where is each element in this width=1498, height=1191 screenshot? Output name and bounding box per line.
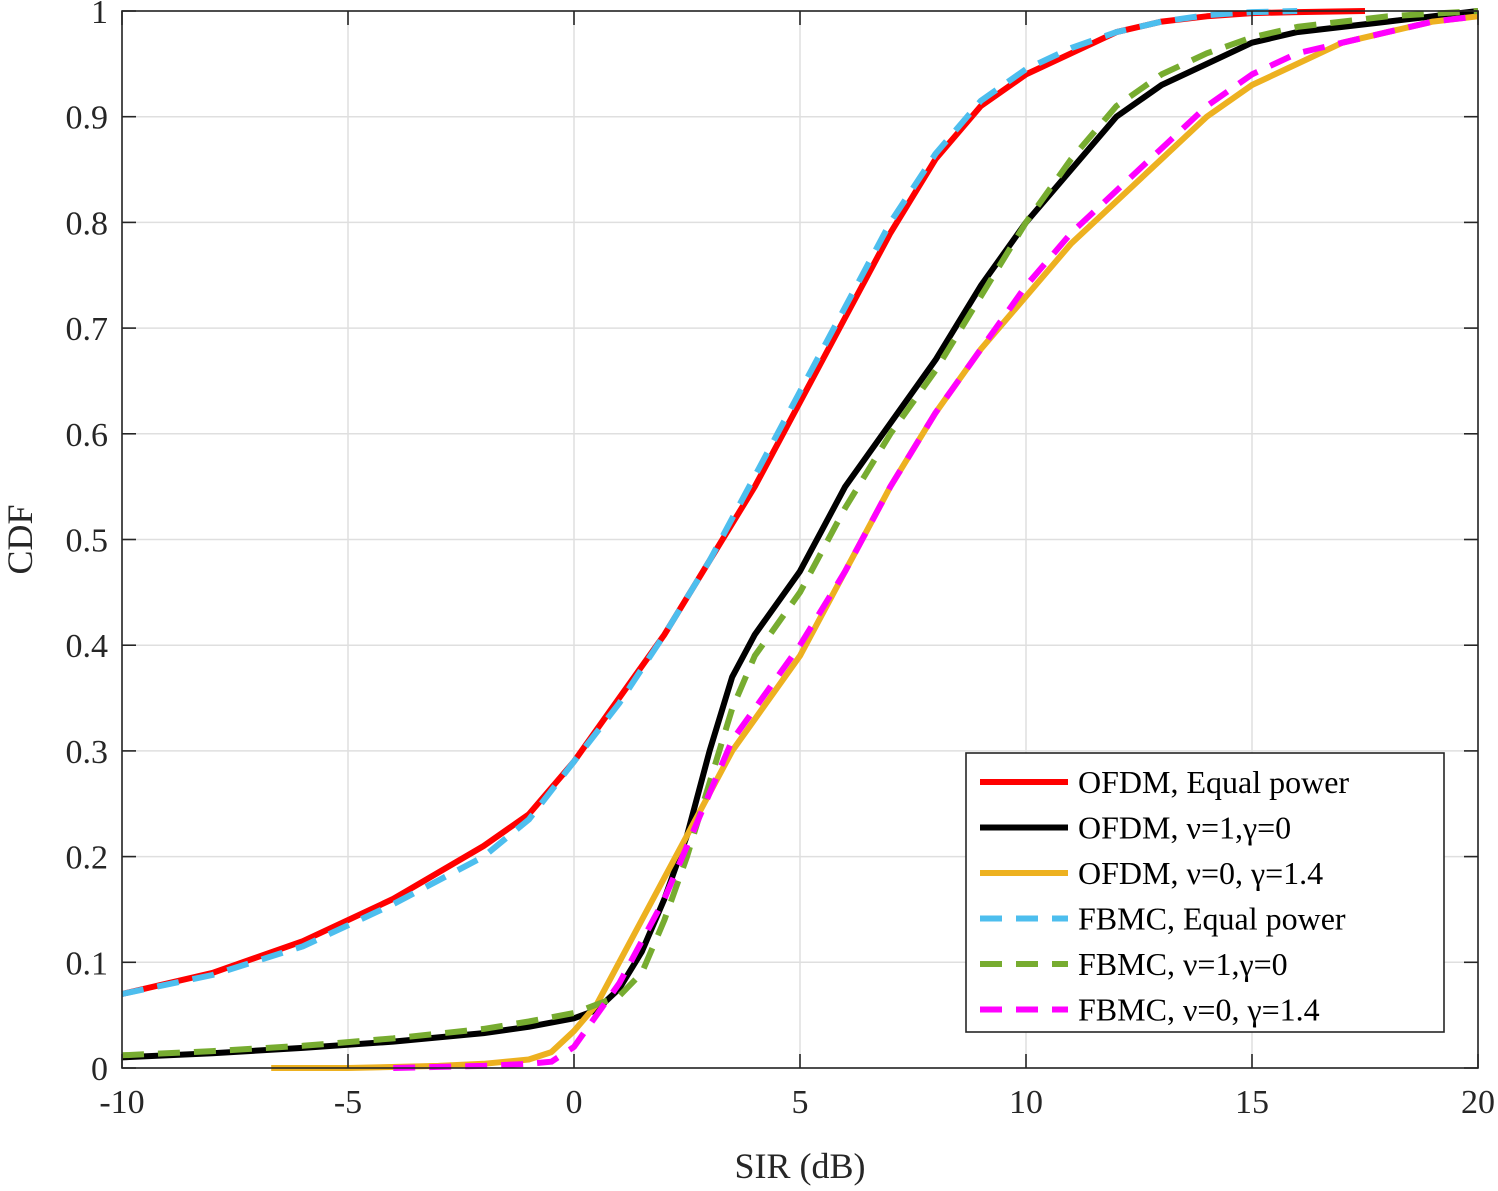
legend-label: OFDM, ν=1,γ=0 [1078, 810, 1291, 846]
series-line [393, 13, 1479, 1071]
series-line [271, 13, 1479, 1071]
y-tick-label: 0.2 [66, 840, 109, 877]
legend-label: FBMC, ν=0, γ=1.4 [1078, 992, 1320, 1028]
x-tick-label: -10 [99, 1084, 144, 1121]
x-tick-label: 5 [792, 1084, 809, 1121]
y-tick-label: 1 [91, 0, 108, 31]
series-layer [121, 8, 1479, 1071]
y-tick-label: 0.5 [66, 523, 109, 560]
legend: OFDM, Equal power OFDM, ν=1,γ=0 OFDM, ν=0,… [965, 752, 1445, 1033]
y-tick-label: 0.7 [66, 311, 109, 348]
series-line [121, 8, 1479, 1061]
x-tick-label: 20 [1461, 1084, 1495, 1121]
legend-label: OFDM, ν=0, γ=1.4 [1078, 855, 1323, 891]
x-axis-label: SIR (dB) [734, 1146, 865, 1186]
x-tick-label: 10 [1009, 1084, 1043, 1121]
legend-label: FBMC, Equal power [1078, 901, 1346, 937]
y-tick-label: 0.1 [66, 945, 109, 982]
y-tick-label: 0.6 [66, 417, 109, 454]
x-tick-label: 15 [1235, 1084, 1269, 1121]
y-tick-label: 0.9 [66, 100, 109, 137]
series-line [121, 8, 1479, 1059]
legend-label: OFDM, Equal power [1078, 764, 1349, 800]
y-tick-label: 0.8 [66, 205, 109, 242]
y-tick-label: 0.3 [66, 734, 109, 771]
x-tick-label: 0 [566, 1084, 583, 1121]
x-tick-label: -5 [334, 1084, 362, 1121]
legend-label: FBMC, ν=1,γ=0 [1078, 946, 1288, 982]
y-tick-label: 0.4 [66, 628, 109, 665]
axes-box [121, 10, 1479, 1069]
y-tick-labels: 0 0.1 0.2 0.3 0.4 0.5 0.6 0.7 0.8 0.9 1 [66, 0, 109, 1088]
series-line [121, 8, 1366, 997]
y-axis-label: CDF [0, 504, 40, 574]
legend-box [965, 752, 1445, 1033]
y-tick-label: 0 [91, 1051, 108, 1088]
x-tick-labels: -10 -5 0 5 10 15 20 [99, 1084, 1495, 1121]
series-line [121, 8, 1298, 997]
